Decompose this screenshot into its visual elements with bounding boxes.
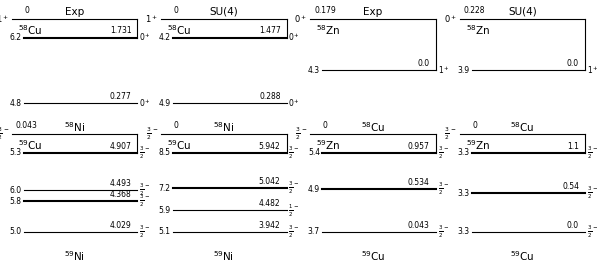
Text: 4.493: 4.493 <box>109 179 131 188</box>
Text: 0.179: 0.179 <box>315 6 336 15</box>
Text: $\frac{1}{2}^-$: $\frac{1}{2}^-$ <box>288 202 300 219</box>
Text: 4.3: 4.3 <box>308 66 320 75</box>
Text: 5.042: 5.042 <box>259 177 281 186</box>
Text: $\frac{3}{2}^-$: $\frac{3}{2}^-$ <box>0 126 9 142</box>
Text: 5.942: 5.942 <box>259 142 281 151</box>
Text: $0^+$: $0^+$ <box>139 32 151 43</box>
Text: $\frac{3}{2}^-$: $\frac{3}{2}^-$ <box>438 224 449 240</box>
Text: 5.3: 5.3 <box>10 148 21 157</box>
Text: $0^+$: $0^+$ <box>139 97 151 109</box>
Text: $\frac{3}{2}^-$: $\frac{3}{2}^-$ <box>139 145 150 161</box>
Text: 0: 0 <box>174 121 179 130</box>
Text: SU(4): SU(4) <box>508 7 537 17</box>
Text: 3.9: 3.9 <box>457 66 469 75</box>
Text: $^{58}$Zn: $^{58}$Zn <box>466 23 490 36</box>
Text: $0^+$: $0^+$ <box>444 13 457 25</box>
Text: 1.1: 1.1 <box>567 142 579 151</box>
Text: 0.534: 0.534 <box>408 178 430 187</box>
Text: $^{59}$Ni: $^{59}$Ni <box>213 249 235 263</box>
Text: 4.8: 4.8 <box>10 99 21 108</box>
Text: $\frac{3}{2}^-$: $\frac{3}{2}^-$ <box>288 224 300 240</box>
Text: 4.368: 4.368 <box>110 190 131 199</box>
Text: $\frac{3}{2}^-$: $\frac{3}{2}^-$ <box>139 224 150 240</box>
Text: $1^+$: $1^+$ <box>0 13 9 25</box>
Text: $1^+$: $1^+$ <box>438 65 450 76</box>
Text: $\frac{3}{2}^-$: $\frac{3}{2}^-$ <box>139 193 150 209</box>
Text: 1.731: 1.731 <box>110 26 131 35</box>
Text: $\frac{3}{2}^-$: $\frac{3}{2}^-$ <box>587 185 597 201</box>
Text: $^{59}$Cu: $^{59}$Cu <box>18 138 42 152</box>
Text: 4.482: 4.482 <box>259 199 281 208</box>
Text: 0.043: 0.043 <box>408 221 430 230</box>
Text: 5.9: 5.9 <box>159 206 171 215</box>
Text: 0: 0 <box>323 121 328 130</box>
Text: 0.957: 0.957 <box>408 142 430 151</box>
Text: $1^+$: $1^+$ <box>145 13 158 25</box>
Text: 4.029: 4.029 <box>110 221 131 230</box>
Text: $\frac{3}{2}^-$: $\frac{3}{2}^-$ <box>444 126 457 142</box>
Text: 3.3: 3.3 <box>457 188 469 198</box>
Text: 6.0: 6.0 <box>10 185 21 195</box>
Text: $\frac{3}{2}^-$: $\frac{3}{2}^-$ <box>438 145 449 161</box>
Text: 0: 0 <box>174 6 179 15</box>
Text: 4.9: 4.9 <box>159 99 171 108</box>
Text: $^{58}$Ni: $^{58}$Ni <box>213 121 235 134</box>
Text: 1.477: 1.477 <box>259 26 281 35</box>
Text: $^{59}$Zn: $^{59}$Zn <box>466 138 490 152</box>
Text: 5.0: 5.0 <box>10 227 21 236</box>
Text: 4.907: 4.907 <box>109 142 131 151</box>
Text: 5.1: 5.1 <box>159 227 171 236</box>
Text: $^{59}$Cu: $^{59}$Cu <box>167 138 191 152</box>
Text: 5.8: 5.8 <box>10 197 21 206</box>
Text: $^{59}$Cu: $^{59}$Cu <box>361 249 385 263</box>
Text: $0^+$: $0^+$ <box>288 97 300 109</box>
Text: $1^+$: $1^+$ <box>587 65 597 76</box>
Text: 0.0: 0.0 <box>418 59 430 68</box>
Text: 0: 0 <box>472 121 477 130</box>
Text: 0.0: 0.0 <box>567 59 579 68</box>
Text: $\frac{3}{2}^-$: $\frac{3}{2}^-$ <box>438 181 449 198</box>
Text: $^{58}$Zn: $^{58}$Zn <box>316 23 341 36</box>
Text: Exp: Exp <box>364 7 383 17</box>
Text: $\frac{3}{2}^-$: $\frac{3}{2}^-$ <box>295 126 307 142</box>
Text: 3.942: 3.942 <box>259 221 281 230</box>
Text: $^{58}$Cu: $^{58}$Cu <box>510 121 535 134</box>
Text: 0.228: 0.228 <box>464 6 485 15</box>
Text: 8.5: 8.5 <box>159 148 171 157</box>
Text: $\frac{3}{2}^-$: $\frac{3}{2}^-$ <box>146 126 158 142</box>
Text: $^{58}$Ni: $^{58}$Ni <box>64 121 85 134</box>
Text: 4.9: 4.9 <box>308 185 320 194</box>
Text: $\frac{3}{2}^-$: $\frac{3}{2}^-$ <box>288 180 300 196</box>
Text: 7.2: 7.2 <box>159 184 171 193</box>
Text: 0.043: 0.043 <box>16 121 38 130</box>
Text: 0.277: 0.277 <box>110 92 131 101</box>
Text: $^{58}$Cu: $^{58}$Cu <box>18 23 42 36</box>
Text: $^{59}$Ni: $^{59}$Ni <box>64 249 85 263</box>
Text: 0.288: 0.288 <box>259 92 281 101</box>
Text: 3.3: 3.3 <box>457 148 469 157</box>
Text: 3.3: 3.3 <box>457 227 469 236</box>
Text: 0.54: 0.54 <box>562 182 579 191</box>
Text: Exp: Exp <box>65 7 84 17</box>
Text: $^{58}$Cu: $^{58}$Cu <box>361 121 386 134</box>
Text: 5.4: 5.4 <box>308 148 320 157</box>
Text: $0^+$: $0^+$ <box>288 32 300 43</box>
Text: $\frac{3}{2}^-$: $\frac{3}{2}^-$ <box>139 182 150 198</box>
Text: 0.0: 0.0 <box>567 221 579 230</box>
Text: 4.2: 4.2 <box>159 33 171 42</box>
Text: $^{59}$Cu: $^{59}$Cu <box>510 249 534 263</box>
Text: 0: 0 <box>24 6 29 15</box>
Text: $0^+$: $0^+$ <box>294 13 307 25</box>
Text: $^{59}$Zn: $^{59}$Zn <box>316 138 340 152</box>
Text: $\frac{3}{2}^-$: $\frac{3}{2}^-$ <box>288 145 300 161</box>
Text: $^{58}$Cu: $^{58}$Cu <box>167 23 192 36</box>
Text: SU(4): SU(4) <box>210 7 238 17</box>
Text: 3.7: 3.7 <box>308 227 320 236</box>
Text: $\frac{3}{2}^-$: $\frac{3}{2}^-$ <box>587 145 597 161</box>
Text: 6.2: 6.2 <box>10 33 21 42</box>
Text: $\frac{3}{2}^-$: $\frac{3}{2}^-$ <box>587 224 597 240</box>
